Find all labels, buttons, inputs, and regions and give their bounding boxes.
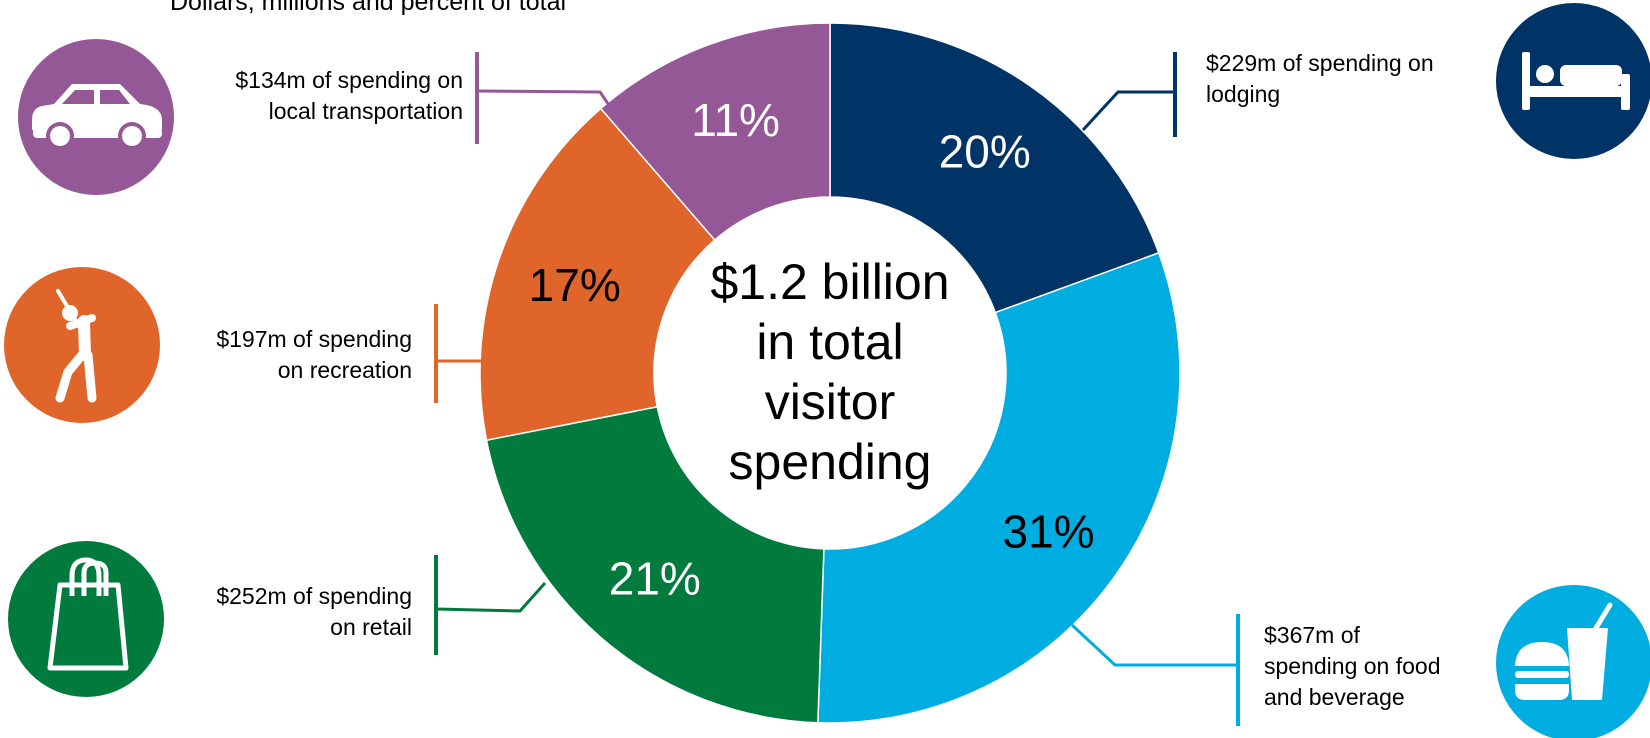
slice-local-transportation: [599, 22, 831, 242]
callout-line: local transportation: [268, 98, 463, 124]
callout-lodging: $229m of spending on lodging: [1206, 48, 1434, 110]
callout-line: on retail: [330, 614, 412, 640]
slice-recreation: [479, 107, 716, 442]
callout-line: on recreation: [277, 357, 412, 383]
slice-retail: [485, 405, 825, 724]
callout-line: spending on food: [1264, 653, 1441, 679]
callout-line: $252m of spending: [216, 583, 412, 609]
callout-retail: $252m of spending on retail: [216, 581, 412, 643]
leader-line-food-beverage: [1070, 623, 1238, 667]
leader-line-lodging: [1081, 90, 1175, 132]
leader-line-local-transportation: [476, 89, 613, 109]
callout-local-transportation: $134m of spending on local transportatio…: [235, 65, 463, 127]
slice-food-beverage: [817, 251, 1181, 724]
callout-food-beverage: $367m of spending on food and beverage: [1264, 620, 1441, 713]
slice-label-food-beverage: 31%: [1003, 506, 1095, 558]
center-label-line: visitor: [764, 374, 896, 430]
callout-line: $197m of spending: [216, 326, 412, 352]
slice-lodging: [829, 22, 1160, 314]
golfer-icon: [4, 267, 160, 423]
slice-label-lodging: 20%: [939, 126, 1031, 178]
car-icon: [18, 39, 174, 195]
shopping-bag-icon: [8, 541, 164, 697]
callout-line: and beverage: [1264, 684, 1405, 710]
fast-food-icon: [1496, 585, 1650, 738]
callout-recreation: $197m of spending on recreation: [216, 324, 412, 386]
callout-line: lodging: [1206, 81, 1281, 107]
center-label-line: spending: [728, 434, 932, 490]
leader-line-retail: [435, 582, 547, 613]
callout-line: $229m of spending on: [1206, 50, 1434, 76]
chart-subtitle: Dollars, millions and percent of total: [170, 0, 567, 16]
slice-label-local-transportation: 11%: [691, 94, 780, 146]
slice-label-retail: 21%: [609, 552, 701, 604]
callout-line: $134m of spending on: [235, 67, 463, 93]
callout-line: $367m of: [1264, 622, 1360, 648]
center-label-line: $1.2 billion: [710, 254, 950, 310]
center-label-line: in total: [756, 314, 904, 370]
bed-icon: [1496, 3, 1650, 159]
center-label: $1.2 billion in total visitor spending: [640, 252, 1020, 492]
slice-label-recreation: 17%: [529, 259, 621, 311]
